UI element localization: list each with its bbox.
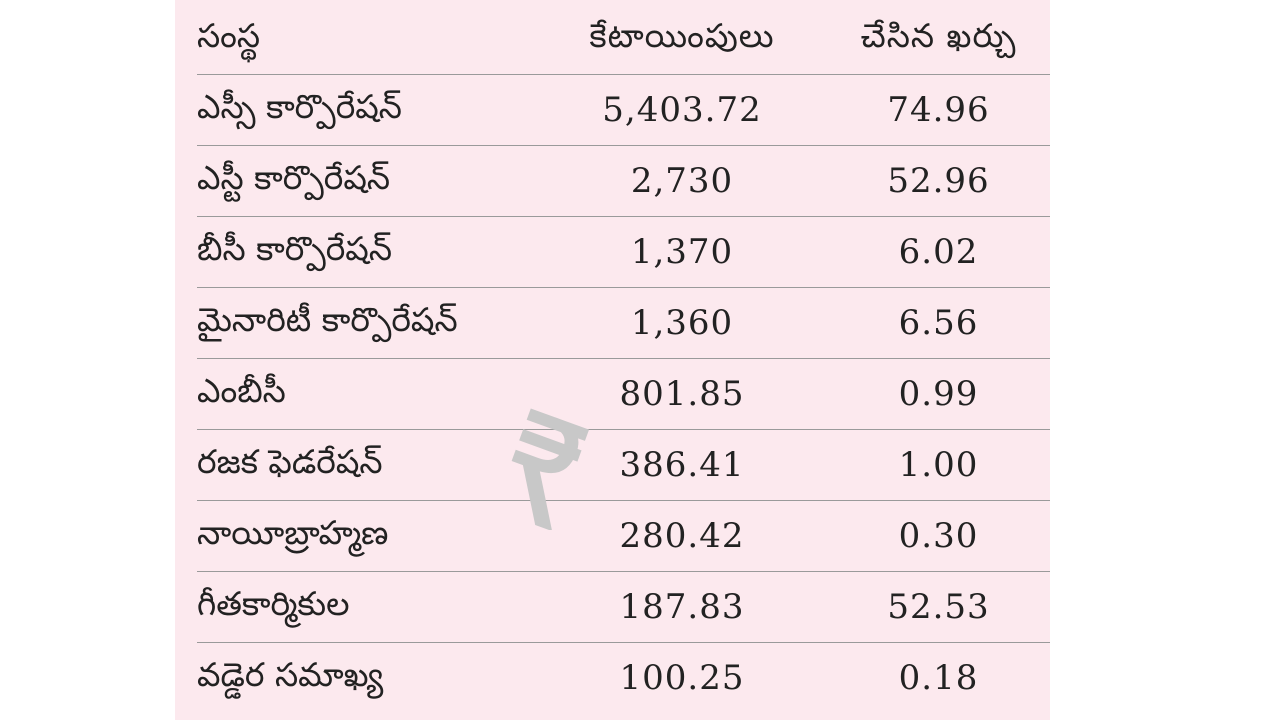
table-row: ఎంబీసీ 801.85 0.99 [197, 358, 1050, 430]
table-cell: 52.53 [827, 571, 1050, 643]
table-cell: గీతకార్మికుల [197, 571, 537, 643]
table-row: గీతకార్మికుల 187.83 52.53 [197, 571, 1050, 643]
rupee-watermark [511, 408, 590, 530]
table-cell: బీసీ కార్పొరేషన్ [197, 216, 537, 288]
table-cell: 801.85 [537, 358, 827, 430]
table-cell: 187.83 [537, 571, 827, 643]
table-row: మైనారిటీ కార్పొరేషన్ 1,360 6.56 [197, 287, 1050, 359]
table-cell: 1,370 [537, 216, 827, 288]
table-row: నాయీబ్రాహ్మణ 280.42 0.30 [197, 500, 1050, 572]
table-cell: 0.99 [827, 358, 1050, 430]
table: సంస్థ కేటాయింపులు చేసిన ఖర్చు ఎస్సీ కార్పొర… [197, 4, 1050, 713]
table-cell: ఎస్టీ కార్పొరేషన్ [197, 145, 537, 217]
table-cell: ఎంబీసీ [197, 358, 537, 430]
table-cell: రజక ఫెడరేషన్ [197, 429, 537, 501]
header-row: సంస్థ కేటాయింపులు చేసిన ఖర్చు [197, 4, 1050, 75]
table-cell: 6.56 [827, 287, 1050, 359]
rupee-body [511, 417, 579, 530]
table-cell: 386.41 [537, 429, 827, 501]
table-cell: ఎస్సీ కార్పొరేషన్ [197, 74, 537, 146]
table-cell: 74.96 [827, 74, 1050, 146]
table-cell: 0.30 [827, 500, 1050, 572]
table-row: బీసీ కార్పొరేషన్ 1,370 6.02 [197, 216, 1050, 288]
table-cell: 52.96 [827, 145, 1050, 217]
table-cell: 5,403.72 [537, 74, 827, 146]
header-cell: చేసిన ఖర్చు [827, 4, 1050, 75]
table-cell: నాయీబ్రాహ్మణ [197, 500, 537, 572]
table-cell: 6.02 [827, 216, 1050, 288]
table-row: రజక ఫెడరేషన్ 386.41 1.00 [197, 429, 1050, 501]
table-cell: 280.42 [537, 500, 827, 572]
table-cell: 100.25 [619, 658, 745, 698]
table-cell: 1.00 [827, 429, 1050, 501]
table-panel: సంస్థ కేటాయింపులు చేసిన ఖర్చు ఎస్సీ కార్పొర… [175, 0, 1050, 720]
table-cell: మైనారిటీ కార్పొరేషన్ [197, 287, 537, 359]
table-row: ఎస్సీ కార్పొరేషన్ 5,403.72 74.96 [197, 74, 1050, 146]
table-row: వడ్డెర సమాఖ్య 100.25 0.18 [197, 643, 1050, 714]
table-cell: 2,730 [537, 145, 827, 217]
table-row: ఎస్టీ కార్పొరేషన్ 2,730 52.96 [197, 145, 1050, 217]
table-cell: 1,360 [537, 287, 827, 359]
table-cell: 0.18 [898, 658, 979, 698]
header-cell: సంస్థ [197, 4, 537, 75]
header-cell: కేటాయింపులు [537, 4, 827, 75]
table-cell: వడ్డెర సమాఖ్య [197, 654, 384, 694]
